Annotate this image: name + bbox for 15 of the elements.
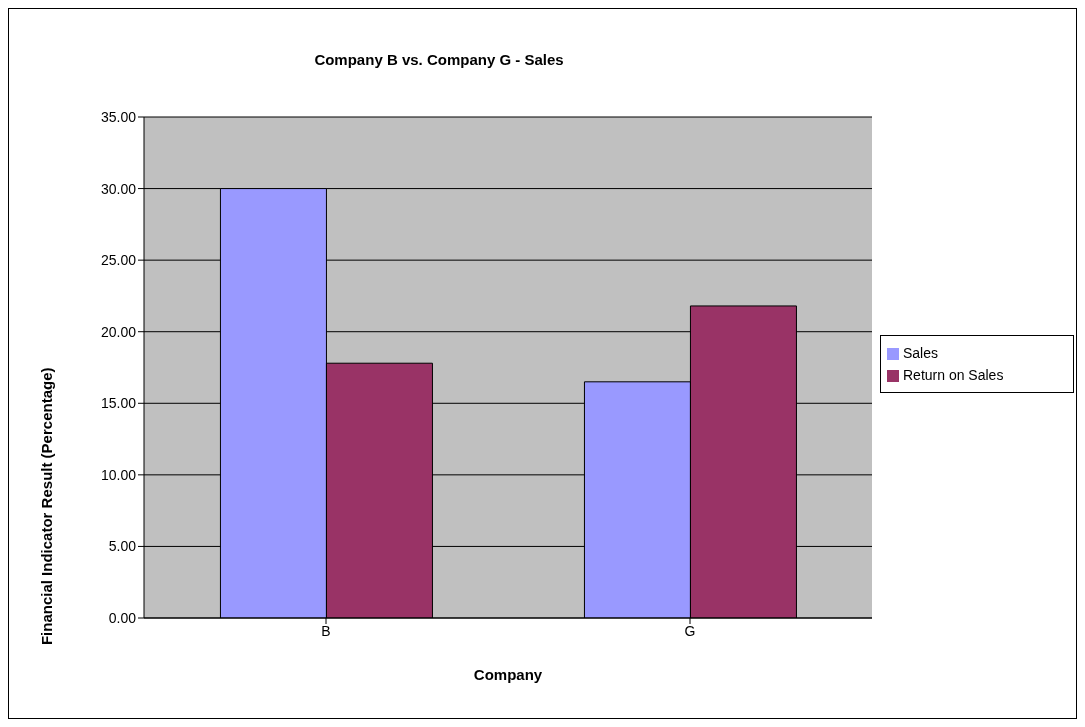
y-tick-label: 20.00 (100, 323, 137, 340)
chart-title: Company B vs. Company G - Sales (313, 51, 565, 68)
x-axis-title: Company (473, 666, 543, 683)
y-tick-label: 30.00 (100, 180, 137, 197)
y-tick-label: 35.00 (100, 108, 137, 125)
y-axis-title: Financial Indicator Result (Percentage) (38, 367, 56, 646)
y-tick-label: 25.00 (100, 252, 137, 269)
y-tick-label: 15.00 (100, 395, 137, 412)
legend-label: Sales (903, 344, 939, 361)
y-tick-label: 0.00 (108, 609, 137, 626)
y-tick-label: 5.00 (108, 538, 137, 555)
x-tick-label: B (321, 622, 331, 639)
legend-label: Return on Sales (903, 366, 1004, 383)
y-tick-label: 10.00 (100, 466, 137, 483)
x-tick-label: G (684, 622, 696, 639)
